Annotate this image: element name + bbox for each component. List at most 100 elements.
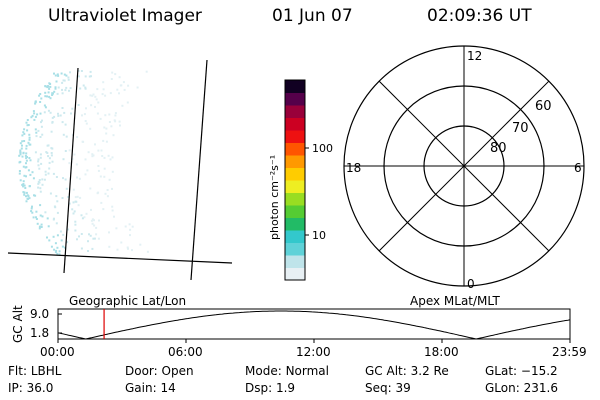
uv-pixel [115, 227, 118, 230]
uv-pixel [103, 175, 106, 178]
uv-pixel [48, 167, 51, 170]
uv-pixel [29, 173, 32, 176]
uv-pixel [30, 116, 33, 119]
uv-pixel [44, 170, 47, 173]
colorbar-band [285, 92, 305, 106]
uv-pixel [44, 85, 47, 88]
uv-pixel [60, 239, 63, 242]
uv-pixel [105, 132, 108, 135]
uv-pixel [89, 70, 92, 73]
uv-pixel [51, 160, 54, 163]
uv-pixel [69, 87, 72, 90]
uv-pixel [91, 222, 94, 225]
uv-pixel [94, 143, 96, 146]
meta-dsp: Dsp: 1.9 [245, 381, 296, 395]
uv-pixel [111, 170, 114, 173]
uv-pixel [95, 98, 98, 101]
alt-axis-title: GC Alt [11, 305, 25, 343]
uv-pixel [46, 236, 48, 239]
uv-pixel [74, 200, 77, 203]
uv-pixel [74, 220, 77, 223]
uv-pixel [49, 192, 52, 195]
uv-pixel [96, 88, 99, 91]
uv-pixel [26, 156, 28, 158]
uv-pixel [39, 214, 42, 217]
uv-pixel [76, 176, 78, 179]
uv-pixel [84, 158, 87, 161]
uv-pixel [97, 191, 100, 194]
uv-pixel [25, 162, 27, 165]
meta-glat: GLat: −15.2 [485, 364, 558, 378]
uv-pixel [55, 195, 58, 198]
uv-pixel [97, 169, 100, 172]
uv-pixel [102, 81, 105, 84]
uv-pixel [22, 151, 25, 154]
uv-pixel [59, 230, 62, 233]
uv-pixel [32, 216, 35, 219]
uv-pixel [73, 210, 76, 213]
uv-pixel [27, 195, 30, 198]
uv-pixel [50, 130, 53, 133]
uv-pixel [40, 121, 42, 124]
uv-pixel [30, 207, 33, 210]
uv-pixel [65, 74, 68, 77]
colorbar-label-100: 100 [312, 142, 333, 155]
colorbar-band [285, 242, 305, 256]
altitude-curve [57, 310, 571, 340]
uv-pixel [40, 223, 43, 226]
uv-pixel [65, 187, 68, 190]
uv-pixel [94, 95, 97, 98]
uv-pixel [35, 135, 38, 138]
uv-pixel [124, 225, 127, 228]
uv-pixel [102, 88, 105, 91]
time-tick-0000: 00:00 [40, 345, 75, 359]
uv-pixel [54, 242, 57, 245]
uv-pixel [53, 72, 55, 75]
uv-pixel [88, 75, 91, 78]
meta-ip: IP: 36.0 [8, 381, 54, 395]
uv-pixel [121, 104, 124, 107]
uv-pixel [80, 233, 83, 235]
uv-pixel [55, 222, 58, 225]
uv-pixel [103, 167, 106, 170]
uv-pixel [39, 112, 42, 115]
uv-pixel [28, 185, 31, 188]
meta-seq: Seq: 39 [365, 381, 411, 395]
uv-pixel [26, 197, 29, 200]
uv-pixel [51, 116, 54, 119]
uv-pixel [39, 187, 42, 190]
alt-tick-label-high: 9.0 [30, 307, 50, 321]
uv-pixel [139, 243, 142, 246]
uv-pixel [23, 193, 26, 196]
uv-pixel [83, 113, 86, 116]
uv-pixel [79, 87, 82, 90]
uv-pixel [87, 151, 90, 154]
uv-pixel [57, 86, 60, 89]
uv-pixel [23, 174, 26, 177]
uv-pixel [41, 119, 43, 122]
uv-pixel [91, 94, 94, 97]
uv-pixel [37, 158, 40, 161]
uv-pixel [105, 140, 108, 143]
uv-pixel [72, 188, 75, 191]
uv-pixel [55, 176, 58, 178]
uv-pixel [67, 196, 70, 198]
uv-pixel [89, 127, 92, 130]
uv-pixel [53, 115, 56, 118]
uv-pixel [65, 86, 68, 89]
uv-pixel [48, 87, 51, 90]
uv-pixel [21, 134, 24, 137]
uv-pixel [109, 92, 112, 95]
uv-pixel [71, 107, 74, 110]
uv-pixel [59, 114, 62, 117]
uv-pixel [122, 81, 125, 84]
uv-pixel [70, 112, 72, 115]
uv-pixel [68, 149, 71, 152]
uv-pixel [108, 113, 111, 116]
uv-pixel [99, 117, 102, 120]
uv-pixel [50, 152, 53, 154]
uv-pixel [26, 119, 29, 121]
uv-pixel [89, 234, 92, 237]
uv-pixel [43, 104, 46, 107]
uv-pixel [80, 247, 83, 250]
